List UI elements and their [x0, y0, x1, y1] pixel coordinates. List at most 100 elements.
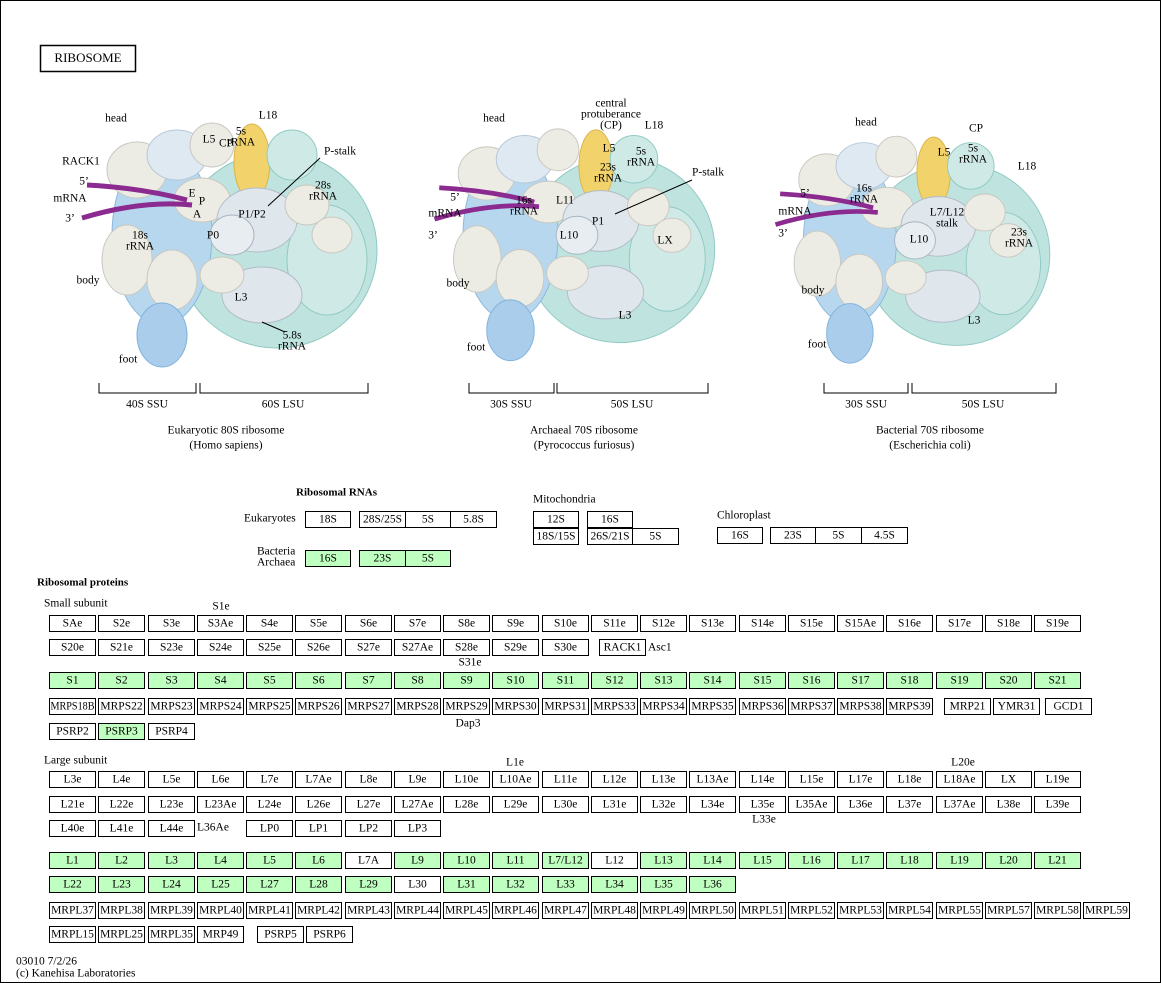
gene-box[interactable] [837, 672, 884, 689]
gene-label[interactable]: MRPL51 [741, 905, 784, 917]
gene-label[interactable]: S6 [312, 675, 324, 687]
gene-box[interactable] [246, 672, 293, 689]
gene-box[interactable] [492, 615, 539, 632]
gene-box[interactable] [985, 771, 1032, 788]
gene-label[interactable]: L11e [554, 774, 577, 786]
gene-box[interactable] [632, 528, 679, 545]
gene-label[interactable]: MRPS38 [839, 701, 881, 713]
gene-label[interactable]: L40e [61, 823, 85, 835]
gene-box[interactable] [197, 926, 244, 943]
gene-box[interactable] [443, 615, 490, 632]
gene-label[interactable]: L21 [1048, 855, 1067, 867]
gene-box[interactable] [788, 672, 835, 689]
gene-label[interactable]: MRPL49 [642, 905, 685, 917]
gene-label[interactable]: RACK1 [604, 642, 642, 654]
gene-label[interactable]: MRPL43 [347, 905, 390, 917]
gene-box[interactable] [345, 771, 392, 788]
gene-label[interactable]: S19 [951, 675, 969, 687]
gene-box[interactable] [985, 902, 1032, 919]
gene-label[interactable]: S5e [310, 618, 327, 630]
gene-label[interactable]: MRPL15 [51, 929, 94, 941]
gene-box[interactable] [640, 876, 687, 893]
gene-label[interactable]: L24e [258, 799, 282, 811]
gene-label[interactable]: MRPS37 [790, 701, 832, 713]
gene-box[interactable] [246, 902, 293, 919]
gene-label[interactable]: MRPS30 [494, 701, 536, 713]
gene-label[interactable]: L38e [997, 799, 1021, 811]
gene-box[interactable] [98, 926, 145, 943]
gene-label[interactable]: S16e [898, 618, 921, 630]
gene-label[interactable]: S12 [606, 675, 624, 687]
gene-label[interactable]: S6e [360, 618, 377, 630]
gene-label[interactable]: L13 [654, 855, 673, 867]
gene-label[interactable]: S14 [704, 675, 722, 687]
gene-box[interactable] [533, 511, 579, 528]
gene-box[interactable] [295, 902, 342, 919]
gene-box[interactable] [443, 672, 490, 689]
gene-box[interactable] [197, 876, 244, 893]
gene-label[interactable]: L37Ae [944, 799, 976, 811]
gene-box[interactable] [739, 698, 786, 715]
gene-label[interactable]: L29e [504, 799, 528, 811]
gene-label[interactable]: S23e [160, 642, 183, 654]
gene-label[interactable]: MRPS28 [396, 701, 438, 713]
gene-box[interactable] [345, 796, 392, 813]
gene-box[interactable] [542, 852, 589, 869]
gene-box[interactable] [148, 615, 195, 632]
gene-label[interactable]: L18e [898, 774, 922, 786]
gene-label[interactable]: L7/L12 [548, 855, 583, 867]
gene-label[interactable]: S5 [263, 675, 275, 687]
gene-box[interactable] [739, 852, 786, 869]
gene-box[interactable] [542, 796, 589, 813]
gene-box[interactable] [886, 902, 933, 919]
gene-box[interactable] [788, 615, 835, 632]
gene-box[interactable] [246, 796, 293, 813]
gene-box[interactable] [295, 852, 342, 869]
gene-box[interactable] [345, 852, 392, 869]
gene-label[interactable]: L27Ae [402, 799, 434, 811]
gene-box[interactable] [295, 820, 342, 837]
gene-label[interactable]: MRPL40 [199, 905, 242, 917]
gene-box[interactable] [98, 902, 145, 919]
gene-label[interactable]: L31e [603, 799, 627, 811]
gene-label[interactable]: S16 [803, 675, 821, 687]
gene-box[interactable] [886, 698, 933, 715]
gene-label[interactable]: L32e [652, 799, 676, 811]
gene-box[interactable] [394, 796, 441, 813]
gene-label[interactable]: S15Ae [845, 618, 876, 630]
gene-label[interactable]: MRPL39 [150, 905, 193, 917]
gene-box[interactable] [739, 796, 786, 813]
gene-label[interactable]: LP2 [359, 823, 378, 835]
gene-box[interactable] [985, 852, 1032, 869]
gene-box[interactable] [197, 672, 244, 689]
gene-label[interactable]: L1 [66, 855, 79, 867]
gene-box[interactable] [197, 796, 244, 813]
gene-box[interactable] [394, 902, 441, 919]
gene-label[interactable]: L17e [849, 774, 873, 786]
gene-box[interactable] [295, 698, 342, 715]
gene-label[interactable]: L23Ae [205, 799, 237, 811]
gene-label[interactable]: PSRP4 [155, 726, 188, 738]
gene-box[interactable] [985, 672, 1032, 689]
gene-box[interactable] [49, 639, 96, 656]
gene-label[interactable]: L4e [113, 774, 131, 786]
gene-box[interactable] [492, 672, 539, 689]
gene-label[interactable]: L5 [263, 855, 276, 867]
gene-box[interactable] [148, 698, 195, 715]
gene-box[interactable] [542, 672, 589, 689]
gene-box[interactable] [148, 902, 195, 919]
gene-box[interactable] [98, 876, 145, 893]
gene-box[interactable] [197, 615, 244, 632]
gene-box[interactable] [450, 511, 497, 528]
gene-box[interactable] [591, 672, 638, 689]
gene-box[interactable] [98, 639, 145, 656]
gene-label[interactable]: MRPL46 [494, 905, 537, 917]
gene-label[interactable]: L30 [408, 879, 427, 891]
gene-label[interactable]: S10 [507, 675, 525, 687]
gene-label[interactable]: MRPL44 [396, 905, 439, 917]
gene-box[interactable] [394, 615, 441, 632]
gene-label[interactable]: S26e [307, 642, 330, 654]
gene-box[interactable] [599, 639, 646, 656]
gene-label[interactable]: LP3 [408, 823, 427, 835]
gene-label[interactable]: 18S [319, 514, 337, 526]
